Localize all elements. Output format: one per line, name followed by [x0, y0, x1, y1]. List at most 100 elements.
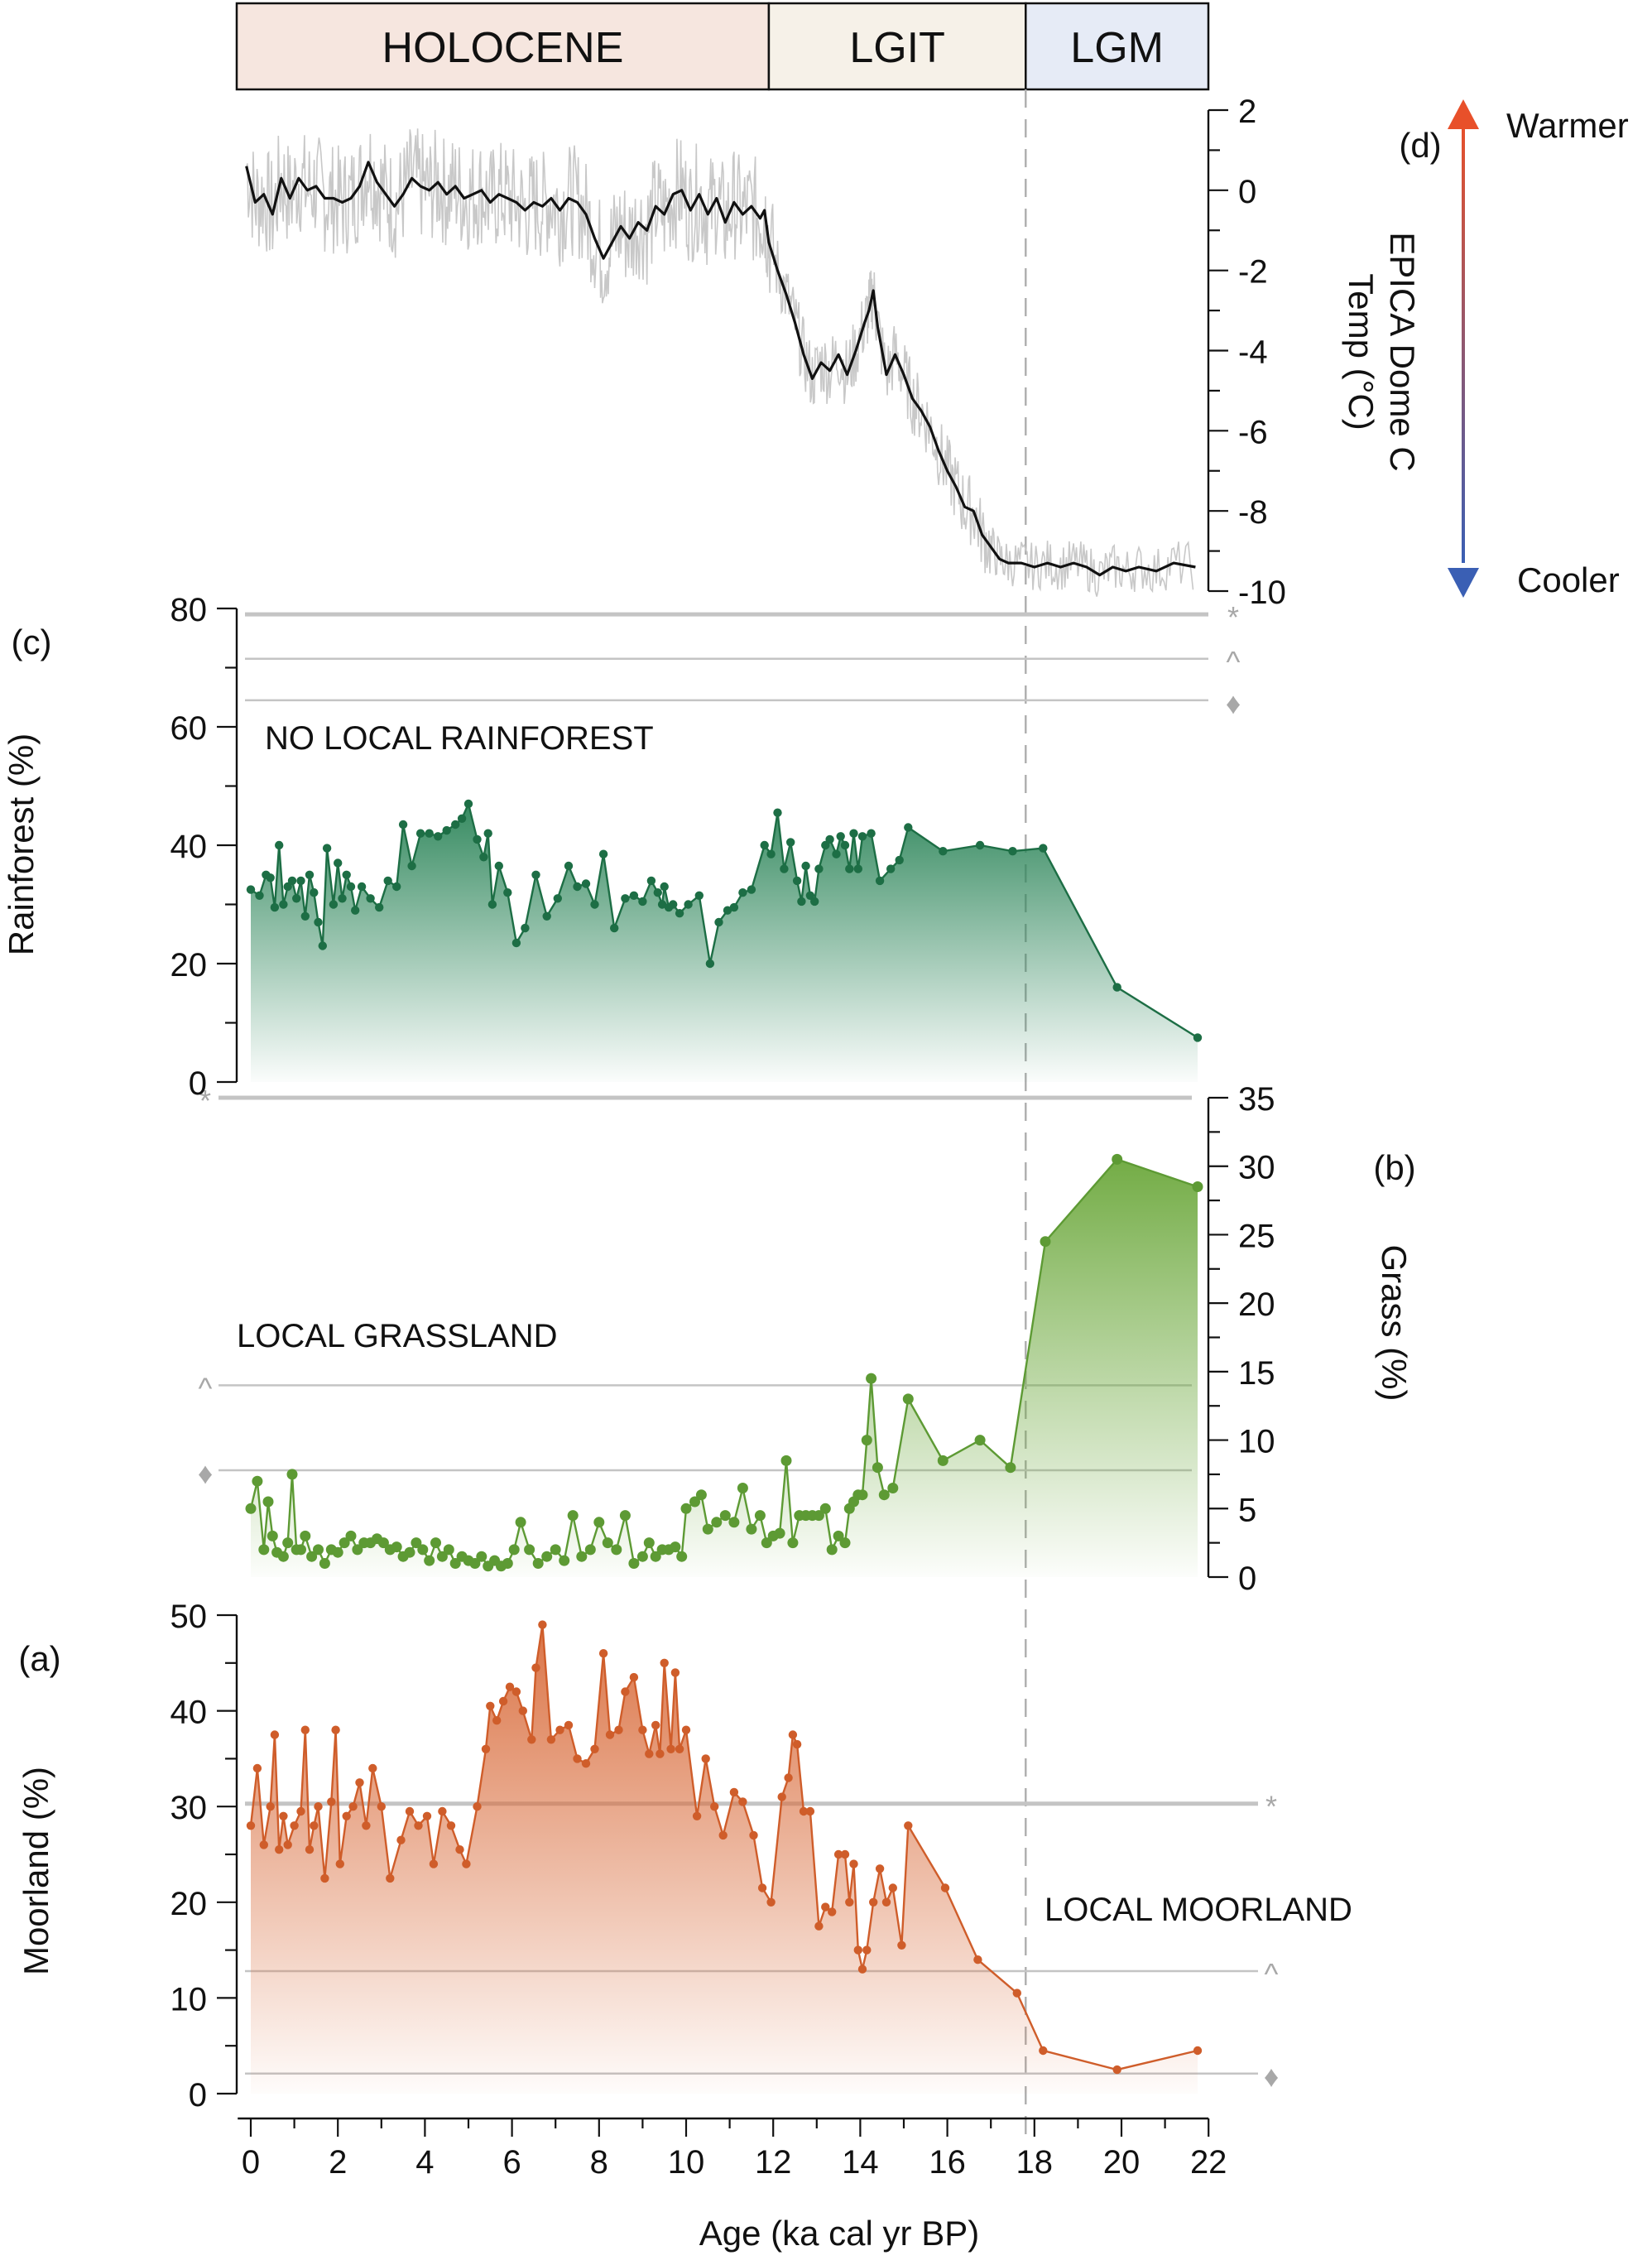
- threshold-marker: ♦: [1264, 2060, 1279, 2094]
- threshold-marker: *: [199, 1084, 211, 1118]
- a-data-point: [681, 1725, 691, 1734]
- c-data-point: [275, 840, 284, 850]
- c-data-point: [738, 888, 747, 897]
- a-data-point: [828, 1907, 837, 1916]
- c-data-point: [810, 897, 819, 906]
- a-data-point: [518, 1706, 527, 1715]
- a-data-point: [888, 1883, 898, 1892]
- b-data-point: [711, 1517, 723, 1528]
- a-data-point: [598, 1649, 608, 1658]
- period-label: LGM: [1070, 24, 1164, 72]
- a-data-point: [792, 1739, 802, 1749]
- b-data-point: [282, 1537, 294, 1549]
- c-data-point: [521, 923, 530, 933]
- b-y-tick-label: 5: [1238, 1492, 1256, 1528]
- c-data-point: [590, 900, 599, 909]
- a-data-point: [757, 1883, 767, 1892]
- period-label: LGIT: [849, 24, 945, 72]
- c-data-point: [814, 864, 824, 873]
- a-data-point: [331, 1725, 340, 1734]
- a-data-point: [405, 1806, 415, 1816]
- a-data-point: [1039, 2046, 1048, 2056]
- c-data-point: [747, 885, 756, 894]
- c-data-point: [246, 885, 256, 894]
- c-data-point: [351, 906, 360, 915]
- b-data-point: [695, 1489, 707, 1501]
- a-data-point: [362, 1821, 371, 1830]
- c-data-point: [895, 855, 904, 865]
- b-data-point: [339, 1537, 350, 1549]
- a-data-point: [527, 1735, 536, 1744]
- a-data-point: [729, 1787, 739, 1797]
- b-data-point: [937, 1455, 948, 1466]
- c-data-point: [629, 891, 639, 901]
- c-data-point: [398, 820, 408, 830]
- c-data-point: [434, 832, 443, 841]
- b-data-point: [878, 1489, 890, 1501]
- b-y-tick-label: 15: [1238, 1355, 1275, 1392]
- a-data-point: [833, 1849, 843, 1859]
- c-data-point: [780, 864, 789, 873]
- a-data-point: [857, 1964, 867, 1974]
- a-data-point: [455, 1845, 464, 1854]
- period-box: [767, 2, 1027, 91]
- b-data-point: [702, 1523, 713, 1535]
- d-y-tick-label: -6: [1238, 414, 1268, 450]
- a-data-point: [564, 1720, 574, 1730]
- c-data-point: [760, 840, 769, 850]
- c-data-point: [801, 861, 810, 871]
- c-data-point: [511, 938, 521, 948]
- c-data-point: [797, 897, 806, 906]
- d-y-tick-label: -10: [1238, 575, 1286, 611]
- a-y-tick-label: 0: [189, 2077, 207, 2114]
- a-data-point: [766, 1897, 776, 1907]
- c-data-point: [646, 876, 656, 886]
- a-data-point: [590, 1744, 599, 1753]
- b-data-point: [866, 1373, 877, 1384]
- a-data-point: [675, 1744, 684, 1753]
- a-data-point: [692, 1811, 702, 1820]
- temp-series-line: [245, 161, 1196, 577]
- c-data-point: [318, 941, 327, 950]
- a-y-title: Moorland (%): [17, 1767, 55, 1975]
- c-data-point: [836, 832, 845, 841]
- b-data-point: [737, 1483, 748, 1493]
- c-y-tick-label: 0: [189, 1065, 207, 1102]
- b-data-point: [245, 1503, 257, 1514]
- c-data-point: [766, 849, 776, 858]
- b-data-point: [436, 1551, 448, 1562]
- c-data-point: [792, 876, 802, 886]
- a-data-point: [320, 1873, 329, 1883]
- c-data-point: [383, 876, 392, 886]
- a-data-point: [581, 1759, 591, 1768]
- a-data-point: [438, 1806, 447, 1816]
- b-data-point: [345, 1530, 357, 1541]
- c-data-point: [853, 864, 863, 873]
- a-data-point: [973, 1955, 982, 1964]
- c-data-point: [610, 923, 619, 933]
- b-data-point: [567, 1510, 579, 1522]
- b-data-point: [550, 1544, 561, 1556]
- c-data-point: [1039, 844, 1048, 853]
- a-data-point: [511, 1687, 521, 1696]
- b-data-point: [861, 1435, 872, 1446]
- b-data-point: [1005, 1462, 1016, 1474]
- b-data-point: [332, 1546, 343, 1558]
- b-data-point: [839, 1537, 851, 1549]
- c-data-point: [314, 917, 323, 927]
- d-y-tick-label: -8: [1238, 494, 1268, 531]
- a-data-point: [738, 1797, 747, 1806]
- c-data-point: [553, 894, 562, 903]
- c-data-point: [660, 882, 669, 892]
- c-data-point: [366, 894, 375, 903]
- c-data-point: [653, 888, 662, 897]
- a-data-point: [605, 1730, 615, 1739]
- c-data-point: [821, 840, 830, 850]
- a-data-point: [348, 1802, 358, 1811]
- b-data-point: [524, 1544, 535, 1556]
- c-data-point: [451, 820, 460, 830]
- a-data-point: [718, 1830, 728, 1840]
- a-data-point: [651, 1720, 660, 1730]
- a-data-point: [335, 1859, 344, 1868]
